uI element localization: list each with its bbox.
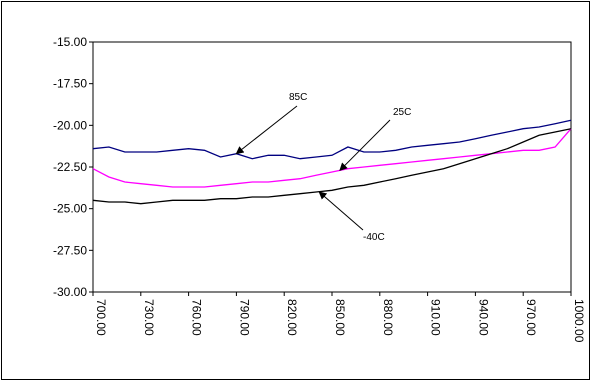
annotation-label: -40C: [363, 232, 385, 243]
plot-area: [92, 41, 572, 293]
y-tick-label: -15.00: [53, 35, 87, 49]
y-tick-label: -25.00: [53, 202, 87, 216]
y-axis: -15.00 -17.50 -20.00 -22.50 -25.00 -27.50 -30.…: [53, 35, 93, 299]
x-tick-label: 1000.00: [572, 299, 586, 343]
y-tick-label: -30.00: [53, 285, 87, 299]
x-axis: 700.00 730.00 760.00 790.00 820.00 850.00 880.…: [92, 292, 586, 343]
annotation-arrow: [339, 119, 391, 172]
y-tick-label: -20.00: [53, 118, 87, 132]
x-tick-label: 820.00: [285, 299, 299, 336]
x-tick-label: 700.00: [94, 299, 108, 336]
annotation-arrow: [318, 191, 364, 231]
x-tick-label: 790.00: [237, 299, 251, 336]
x-tick-label: 760.00: [190, 299, 204, 336]
annotations-group: 85C 25C -40C: [235, 92, 411, 243]
x-tick-label: 730.00: [142, 299, 156, 336]
annotation-label: 85C: [289, 92, 307, 103]
x-tick-label: 940.00: [476, 299, 490, 336]
x-tick-label: 910.00: [429, 299, 443, 336]
x-tick-label: 880.00: [381, 299, 395, 336]
x-tick-label: 970.00: [524, 299, 538, 336]
y-tick-label: -17.50: [53, 77, 87, 91]
series-line-2: [92, 128, 572, 205]
series-group: [92, 119, 572, 205]
x-tick-label: 850.00: [333, 299, 347, 336]
series-line-0: [92, 119, 572, 160]
annotation-arrow: [235, 105, 298, 155]
y-tick-label: -22.50: [53, 160, 87, 174]
annotation-label: 25C: [393, 107, 411, 118]
y-tick-label: -27.50: [53, 243, 87, 257]
